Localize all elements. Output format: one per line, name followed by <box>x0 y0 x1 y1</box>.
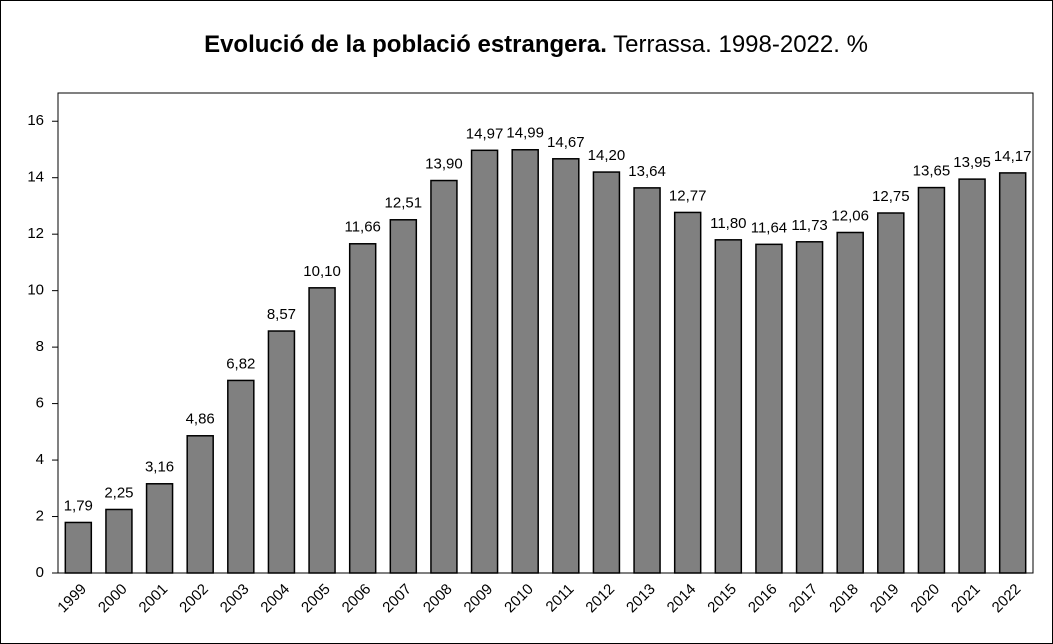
bar <box>348 243 377 574</box>
data-label: 6,82 <box>226 355 255 372</box>
chart-subtitle: Terrassa. 1998-2022. % <box>613 31 868 58</box>
data-label: 11,73 <box>791 217 827 234</box>
data-label: 14,67 <box>547 134 585 151</box>
data-label: 2,25 <box>104 484 133 501</box>
y-tick-label: 10 <box>27 282 44 299</box>
data-label: 14,20 <box>588 147 626 164</box>
bar <box>633 187 661 574</box>
data-label: 4,86 <box>186 411 215 428</box>
data-label: 12,06 <box>831 207 869 224</box>
bar <box>673 211 702 574</box>
bar <box>836 231 864 574</box>
chart-title-line: Evolució de la població estrangera. Terr… <box>204 31 868 58</box>
data-label: 13,64 <box>628 163 666 180</box>
data-label: 13,95 <box>953 154 991 171</box>
bar <box>552 158 580 574</box>
bar <box>64 521 93 574</box>
y-tick-label: 16 <box>27 112 44 129</box>
data-label: 14,17 <box>994 148 1032 165</box>
data-label: 11,64 <box>751 219 787 236</box>
bar <box>755 243 783 574</box>
bar <box>227 379 255 574</box>
y-tick-label: 2 <box>36 507 44 524</box>
bar <box>592 171 621 574</box>
data-label: 13,65 <box>913 163 951 180</box>
y-tick-label: 8 <box>36 338 44 355</box>
bar <box>430 179 458 574</box>
bar <box>917 186 946 574</box>
data-label: 8,57 <box>267 306 296 323</box>
bar <box>511 149 539 574</box>
data-label: 13,90 <box>425 155 463 172</box>
plot-area <box>57 92 1034 574</box>
bar <box>105 508 133 574</box>
y-tick-label: 6 <box>36 395 44 412</box>
data-label: 14,97 <box>466 125 504 142</box>
chart-title: Evolució de la població estrangera. <box>204 31 607 58</box>
data-label: 12,51 <box>385 195 423 212</box>
y-tick-label: 12 <box>27 225 44 242</box>
y-tick-label: 14 <box>27 169 44 186</box>
bar <box>470 149 499 574</box>
bar <box>795 241 824 574</box>
data-label: 3,16 <box>145 459 174 476</box>
data-label: 12,75 <box>872 188 910 205</box>
data-label: 12,77 <box>669 187 707 204</box>
y-tick-label: 4 <box>36 451 44 468</box>
bar <box>389 219 418 574</box>
bar <box>714 239 743 574</box>
bar <box>145 483 174 574</box>
bar <box>267 330 296 574</box>
bar <box>186 435 214 574</box>
bar <box>877 212 905 574</box>
data-label: 11,66 <box>344 219 380 236</box>
bar <box>308 287 336 574</box>
data-label: 10,10 <box>303 263 341 280</box>
y-tick-label: 0 <box>36 564 44 581</box>
data-label: 11,80 <box>710 215 746 232</box>
data-label: 14,99 <box>506 125 544 142</box>
bar <box>998 172 1027 574</box>
data-label: 1,79 <box>64 497 93 514</box>
bar <box>958 178 986 574</box>
